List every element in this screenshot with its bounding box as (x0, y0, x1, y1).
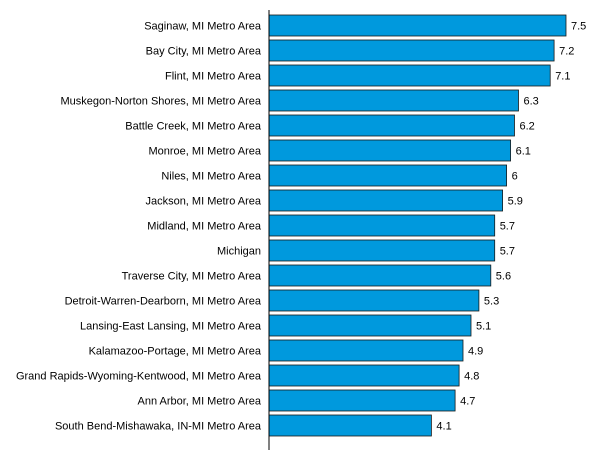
value-label: 5.1 (476, 321, 491, 333)
bar (268, 389, 456, 412)
category-label: Lansing-East Lansing, MI Metro Area (80, 321, 262, 333)
category-label: South Bend-Mishawaka, IN-MI Metro Area (55, 421, 262, 433)
category-label: Grand Rapids-Wyoming-Kentwood, MI Metro … (16, 371, 262, 383)
bar (268, 339, 464, 362)
category-label: Niles, MI Metro Area (161, 171, 262, 183)
bar (268, 114, 515, 137)
bar (268, 189, 504, 212)
bar (268, 289, 480, 312)
category-label: Midland, MI Metro Area (147, 221, 262, 233)
category-label: Michigan (217, 246, 261, 258)
value-label: 6.1 (516, 146, 531, 158)
value-label: 6.3 (524, 96, 539, 108)
value-label: 5.3 (484, 296, 499, 308)
value-label: 7.2 (559, 46, 574, 58)
bar (268, 139, 512, 162)
bar (268, 239, 496, 262)
category-label: Saginaw, MI Metro Area (144, 21, 262, 33)
value-label: 4.7 (460, 396, 475, 408)
value-label: 5.7 (500, 221, 515, 233)
value-label: 5.7 (500, 246, 515, 258)
category-label: Monroe, MI Metro Area (149, 146, 262, 158)
bar (268, 89, 519, 112)
value-label: 4.1 (436, 421, 451, 433)
bars-layer (268, 14, 567, 437)
category-label: Flint, MI Metro Area (165, 71, 262, 83)
bar (268, 314, 472, 337)
value-label: 6.2 (520, 121, 535, 133)
category-labels-layer: Saginaw, MI Metro Area Bay City, MI Metro… (16, 21, 262, 433)
value-label: 7.5 (571, 21, 586, 33)
bar (268, 64, 551, 87)
value-label: 7.1 (555, 71, 570, 83)
value-label: 4.8 (464, 371, 479, 383)
bar (268, 364, 460, 387)
value-label: 5.9 (508, 196, 523, 208)
category-label: Bay City, MI Metro Area (146, 46, 262, 58)
category-label: Detroit-Warren-Dearborn, MI Metro Area (65, 296, 262, 308)
bar (268, 414, 432, 437)
bar (268, 214, 496, 237)
category-label: Muskegon-Norton Shores, MI Metro Area (60, 96, 261, 108)
value-label: 4.9 (468, 346, 483, 358)
value-label: 5.6 (496, 271, 511, 283)
category-label: Ann Arbor, MI Metro Area (137, 396, 261, 408)
category-label: Traverse City, MI Metro Area (122, 271, 262, 283)
bar (268, 264, 492, 287)
bar (268, 39, 555, 62)
category-label: Jackson, MI Metro Area (145, 196, 261, 208)
bar (268, 14, 567, 37)
bar (268, 164, 508, 187)
value-labels-layer: 7.5 7.2 7.1 6.3 6.2 6.1 6 5.9 5.7 5.7 5.6 5.3 5.1 4.9… (436, 21, 586, 433)
category-label: Kalamazoo-Portage, MI Metro Area (89, 346, 262, 358)
category-label: Battle Creek, MI Metro Area (125, 121, 262, 133)
value-label: 6 (512, 171, 518, 183)
